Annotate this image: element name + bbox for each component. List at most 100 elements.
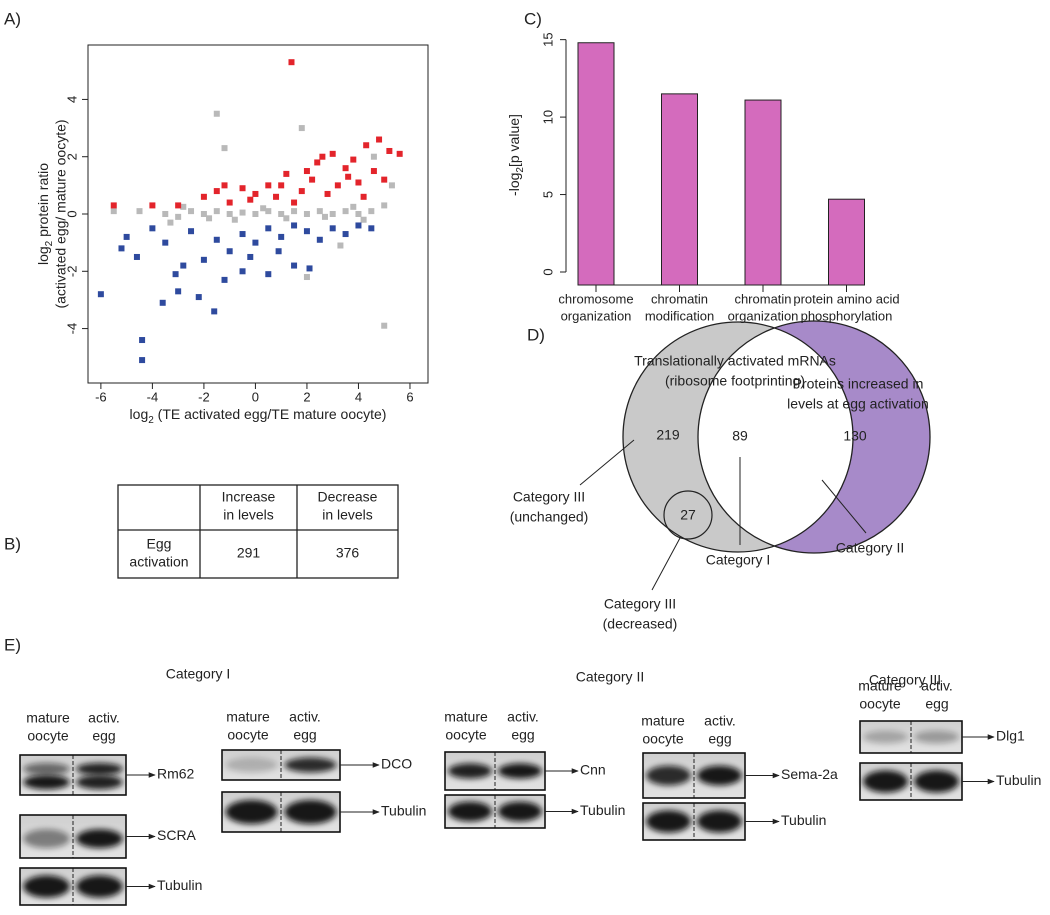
- x-tick-label: -2: [198, 389, 210, 404]
- blot-image: [19, 754, 127, 796]
- point: [175, 288, 182, 295]
- blot-band: [646, 765, 691, 786]
- point: [386, 147, 393, 154]
- point: [206, 215, 213, 222]
- lane-label: mature: [26, 710, 70, 726]
- blot-band: [646, 810, 691, 833]
- point: [97, 291, 104, 298]
- point: [278, 233, 285, 240]
- lane-label: activ.: [88, 710, 120, 726]
- point: [221, 145, 228, 152]
- venn-callout: Category I: [706, 552, 771, 568]
- blot-band: [23, 829, 70, 849]
- point: [278, 182, 285, 189]
- point: [288, 59, 295, 66]
- x-axis-label-part: log: [130, 406, 149, 422]
- lane-label: egg: [708, 731, 731, 747]
- venn-outline: [622, 321, 854, 553]
- blot-band: [76, 775, 123, 790]
- protein-label: Tubulin: [381, 803, 426, 819]
- table-header: Increase: [222, 489, 276, 505]
- point: [200, 193, 207, 200]
- point: [247, 196, 254, 203]
- lane-label: mature: [858, 678, 902, 694]
- blot-band: [914, 770, 959, 793]
- panel-label: C): [524, 9, 542, 28]
- point: [213, 110, 220, 117]
- y-axis-label-part: protein ratio: [35, 163, 51, 241]
- blot-image: [859, 762, 963, 801]
- point: [350, 203, 357, 210]
- point: [342, 208, 349, 215]
- blot-band: [498, 801, 542, 822]
- panel-label: B): [4, 534, 21, 553]
- venn-callout: Category II: [836, 540, 904, 556]
- point: [275, 248, 282, 255]
- lane-label: mature: [444, 709, 488, 725]
- point: [123, 233, 130, 240]
- point: [329, 225, 336, 232]
- x-tick-label: -4: [147, 389, 159, 404]
- y-tick-label: 4: [64, 96, 79, 103]
- x-axis-label: log2 (TE activated egg/TE mature oocyte): [130, 406, 387, 426]
- point: [363, 142, 370, 149]
- table-cell: 376: [336, 545, 360, 561]
- blot-band: [23, 875, 70, 898]
- lane-label: activ.: [704, 713, 736, 729]
- point: [291, 222, 298, 229]
- lane-label: oocyte: [227, 727, 268, 743]
- x-tick-label: chromosome: [558, 291, 633, 306]
- y-tick-label: 2: [64, 153, 79, 160]
- point: [283, 170, 290, 177]
- point: [239, 185, 246, 192]
- blot-image: [221, 791, 341, 833]
- point: [226, 211, 233, 217]
- y-axis-label-part: 2: [44, 240, 55, 246]
- point: [110, 202, 117, 209]
- bar: [744, 99, 782, 286]
- point: [381, 202, 388, 209]
- point: [329, 211, 336, 217]
- point: [303, 211, 310, 217]
- point: [139, 337, 146, 344]
- point: [175, 213, 182, 220]
- bar: [828, 198, 865, 286]
- lane-label: mature: [641, 713, 685, 729]
- point: [133, 253, 140, 260]
- x-tick-label: protein amino acid: [793, 291, 899, 306]
- lane-label: oocyte: [642, 731, 683, 747]
- point: [149, 202, 156, 209]
- y-axis-label-part: log: [35, 246, 51, 265]
- bar: [661, 93, 698, 286]
- row-header: activation: [129, 554, 188, 570]
- callout-line: [651, 537, 681, 591]
- y-axis-label-part: [p value]: [506, 114, 522, 167]
- y-axis-label: log2 protein ratio: [35, 163, 55, 265]
- blot-image: [444, 794, 546, 829]
- blot-band: [448, 763, 492, 779]
- x-tick-label: 0: [252, 389, 259, 404]
- lane-label: oocyte: [27, 728, 68, 744]
- point: [247, 253, 254, 260]
- x-tick-label: phosphorylation: [801, 308, 893, 323]
- point: [321, 213, 328, 220]
- point: [252, 211, 259, 217]
- point: [319, 153, 326, 160]
- point: [316, 208, 323, 215]
- point: [324, 190, 331, 197]
- point: [188, 228, 195, 235]
- x-tick-label: organization: [561, 308, 632, 323]
- venn-title: (ribosome footprinting): [665, 373, 805, 389]
- point: [376, 136, 383, 143]
- table-header: in levels: [322, 507, 373, 523]
- x-tick-label: chromatin: [651, 291, 708, 306]
- point: [180, 203, 187, 210]
- point: [388, 182, 395, 189]
- blot-band: [76, 763, 123, 775]
- callout-line: [821, 479, 867, 534]
- point: [211, 308, 218, 315]
- point: [162, 239, 169, 246]
- point: [167, 219, 174, 226]
- point: [342, 231, 349, 238]
